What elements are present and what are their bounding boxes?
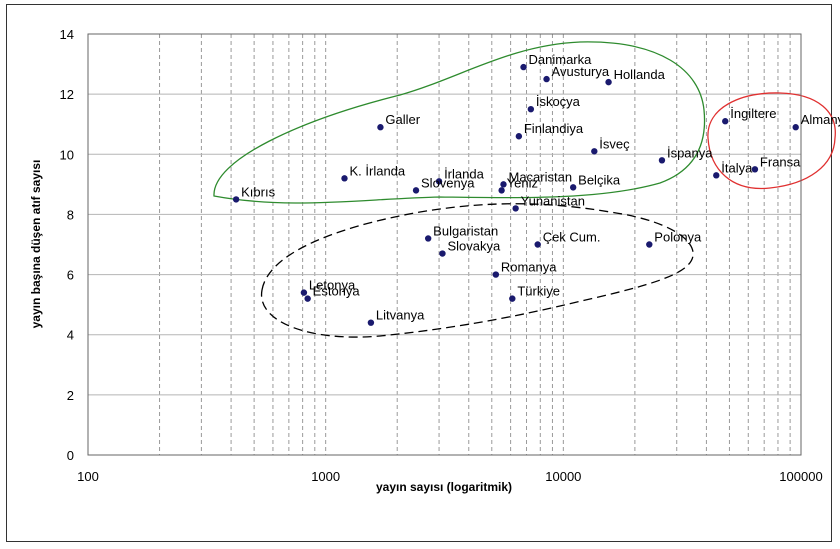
chart-frame — [6, 4, 832, 542]
point-label: Letonya — [309, 278, 356, 293]
point-label: Polonya — [654, 230, 702, 245]
point-label: Galler — [385, 112, 420, 127]
point-label: Kıbrıs — [241, 184, 275, 199]
data-point — [520, 63, 527, 71]
point-label: Yunanistan — [521, 193, 585, 208]
data-point — [527, 105, 535, 113]
group-outline-black — [261, 203, 694, 338]
point-label: Avusturya — [552, 64, 610, 79]
point-label: İngiltere — [730, 106, 776, 121]
y-tick-label: 12 — [60, 87, 74, 102]
data-point — [646, 241, 653, 248]
y-tick-label: 2 — [67, 388, 74, 403]
point-label: İrlanda — [444, 166, 485, 181]
point-label: Bulgaristan — [433, 223, 498, 238]
point-label: Fransa — [760, 154, 801, 169]
data-point — [751, 166, 759, 173]
point-label: Çek Cum. — [543, 230, 601, 245]
point-label: İsveç — [599, 136, 630, 151]
y-tick-label: 14 — [60, 27, 74, 42]
data-point — [341, 175, 348, 182]
point-label: Slovakya — [447, 239, 501, 254]
point-label: K. İrlanda — [349, 163, 405, 178]
data-point — [792, 124, 799, 131]
data-point — [424, 235, 432, 242]
data-point — [515, 133, 523, 140]
data-point — [509, 295, 516, 302]
point-label: Slovenya — [421, 175, 475, 190]
point-label: İtalya — [721, 160, 753, 175]
data-point — [232, 196, 240, 203]
point-label: Danimarka — [529, 52, 593, 67]
point-label: İskoçya — [536, 94, 581, 109]
grid-lines — [88, 33, 801, 456]
y-tick-label: 4 — [67, 328, 74, 343]
data-point — [498, 187, 505, 194]
data-point — [512, 205, 519, 212]
group-outlines — [213, 41, 836, 338]
data-point — [569, 184, 577, 191]
y-axis-title: yayın başına düşen atıf sayısı — [29, 160, 43, 329]
x-axis-ticks: 100 1000 10000 100000 — [77, 469, 823, 484]
y-tick-label: 10 — [60, 147, 74, 162]
point-label: İspanya — [667, 145, 713, 160]
point-label: Belçika — [578, 172, 621, 187]
point-label: Estonya — [313, 284, 361, 299]
y-tick-label: 6 — [67, 268, 74, 283]
data-point — [543, 75, 550, 83]
point-label: Yeniz — [507, 175, 538, 190]
data-point — [605, 78, 612, 86]
x-tick-label: 1000 — [311, 469, 340, 484]
group-outline-green — [213, 41, 706, 204]
axes — [87, 33, 802, 456]
point-label: Almanya — [801, 112, 840, 127]
point-label: Litvanya — [376, 308, 425, 323]
point-label: Romanya — [501, 260, 557, 275]
data-point — [435, 178, 443, 185]
y-axis-ticks: 0 2 4 6 8 10 12 14 — [60, 27, 74, 463]
data-point — [722, 118, 729, 125]
data-point — [439, 250, 446, 257]
data-point — [534, 241, 541, 248]
group-outline-red — [707, 92, 836, 190]
point-label: Macaristan — [508, 169, 572, 184]
data-point — [412, 187, 420, 194]
x-tick-label: 10000 — [545, 469, 581, 484]
data-point — [304, 295, 311, 302]
x-axis-title: yayın sayısı (logaritmik) — [376, 480, 512, 494]
data-point — [492, 271, 500, 278]
point-label: Türkiye — [517, 284, 560, 299]
data-point — [367, 319, 375, 326]
y-tick-label: 8 — [67, 207, 74, 222]
data-point — [658, 157, 666, 164]
x-tick-label: 100 — [77, 469, 99, 484]
data-point — [377, 124, 384, 131]
data-point — [591, 148, 598, 155]
point-label: Finlandiya — [524, 121, 584, 136]
x-tick-label: 100000 — [779, 469, 822, 484]
y-tick-label: 0 — [67, 448, 74, 463]
data-point — [713, 172, 720, 179]
plot-area — [87, 33, 802, 456]
point-label: Hollanda — [614, 67, 666, 82]
data-point — [300, 289, 308, 296]
data-point — [500, 181, 507, 188]
